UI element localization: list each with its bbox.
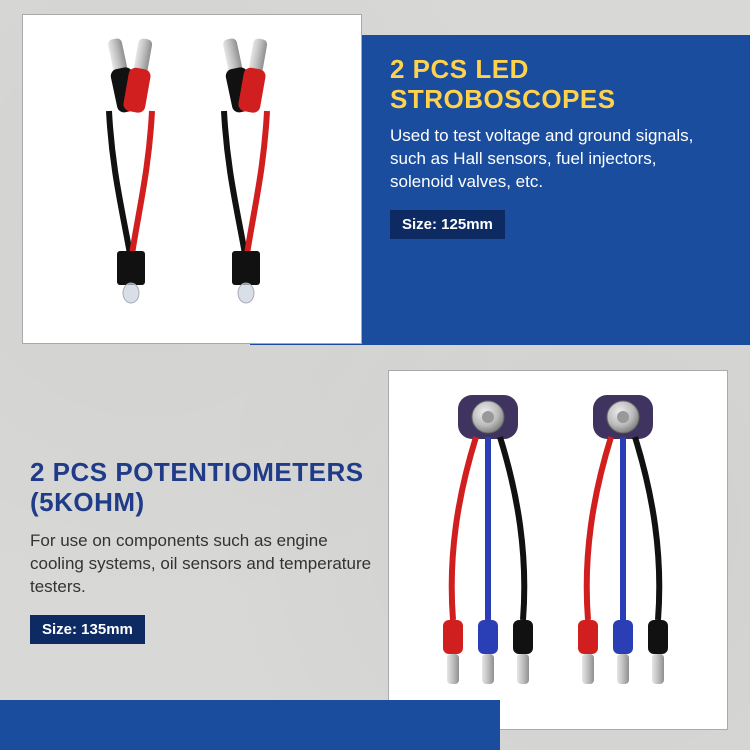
size-badge: Size: 125mm — [390, 210, 505, 239]
product-description: For use on components such as engine coo… — [30, 530, 380, 599]
product-title: 2 PCS LED STROBOSCOPES — [390, 55, 720, 115]
stroboscopes-illustration — [42, 29, 342, 329]
product-image-potentiometers — [388, 370, 728, 730]
top-text-block: 2 PCS LED STROBOSCOPES Used to test volt… — [390, 55, 720, 239]
product-description: Used to test voltage and ground signals,… — [390, 125, 720, 194]
bottom-text-block: 2 PCS POTENTIOMETERS (5KOHM) For use on … — [30, 458, 380, 644]
page: 2 PCS LED STROBOSCOPES Used to test volt… — [0, 0, 750, 750]
potentiometers-illustration — [403, 385, 713, 715]
product-title: 2 PCS POTENTIOMETERS (5KOHM) — [30, 458, 380, 518]
size-badge: Size: 135mm — [30, 615, 145, 644]
bottom-blue-bar — [0, 700, 500, 750]
product-image-stroboscopes — [22, 14, 362, 344]
